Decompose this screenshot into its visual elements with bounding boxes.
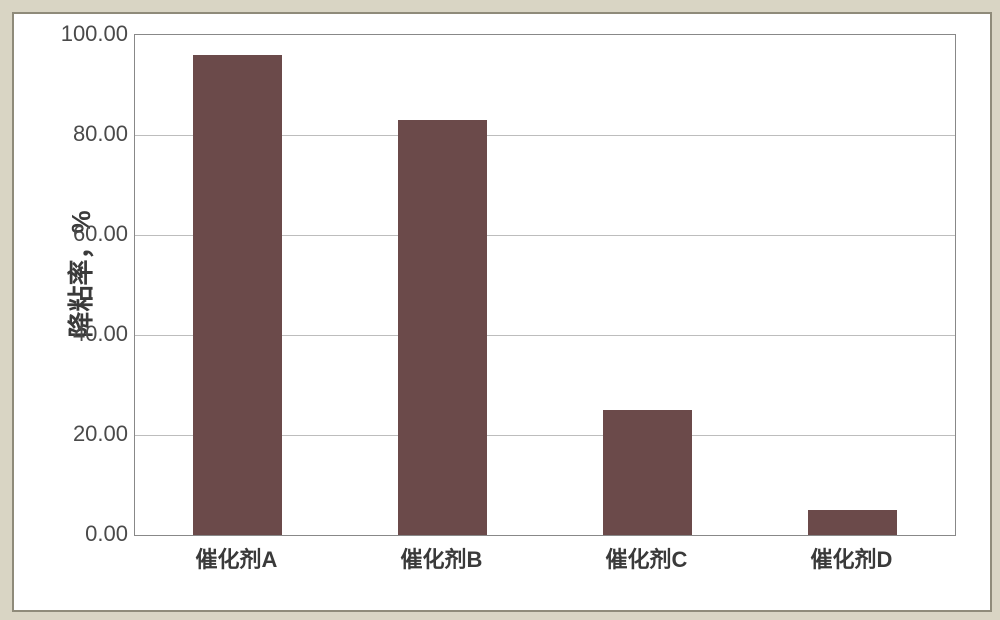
y-tick-label: 0.00 xyxy=(58,521,128,547)
x-tick-label: 催化剂B xyxy=(339,542,544,574)
y-tick-label: 80.00 xyxy=(58,121,128,147)
bar xyxy=(808,510,896,535)
y-tick-label: 20.00 xyxy=(58,421,128,447)
x-tick-label: 催化剂C xyxy=(544,542,749,574)
y-tick-label: 100.00 xyxy=(58,21,128,47)
bar xyxy=(603,410,691,535)
x-tick-label: 催化剂A xyxy=(134,542,339,574)
plot-area xyxy=(134,34,956,536)
y-tick-label: 60.00 xyxy=(58,221,128,247)
x-tick-label: 催化剂D xyxy=(749,542,954,574)
chart-frame: 降粘率，% 0.0020.0040.0060.0080.00100.00催化剂A… xyxy=(12,12,992,612)
bar xyxy=(193,55,281,535)
y-tick-label: 40.00 xyxy=(58,321,128,347)
bar xyxy=(398,120,486,535)
